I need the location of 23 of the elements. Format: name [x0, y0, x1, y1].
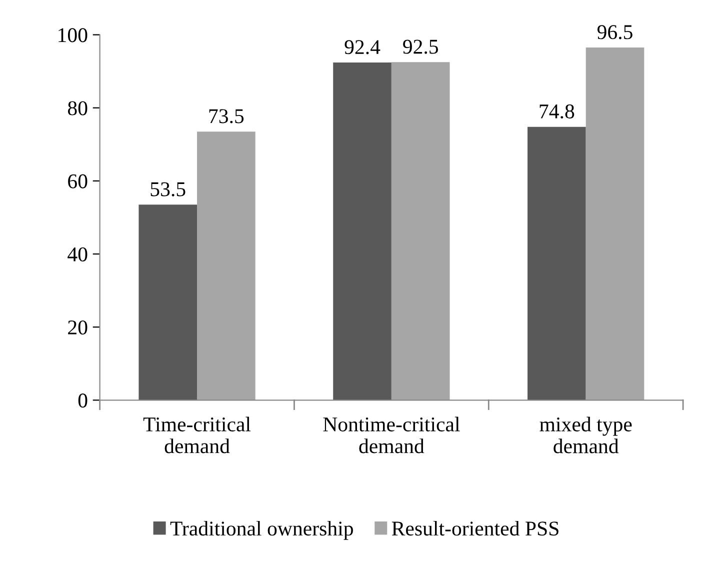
y-tick-label: 60 [68, 174, 88, 188]
bar [528, 126, 586, 400]
data-label: 53.5 [150, 182, 186, 196]
y-tick-label: 20 [68, 320, 88, 334]
data-label: 92.5 [403, 40, 438, 54]
x-tick-label: mixed type demand [540, 416, 632, 454]
bar [391, 62, 450, 400]
legend-label: Result-oriented PSS [392, 520, 558, 536]
data-label: 96.5 [597, 25, 632, 40]
y-tick-label: 0 [78, 394, 88, 408]
y-tick-label: 100 [58, 28, 88, 42]
bar [138, 204, 198, 400]
bar [333, 62, 392, 400]
bar [586, 48, 644, 400]
data-label: 73.5 [209, 109, 244, 124]
data-label: 74.8 [540, 104, 574, 119]
y-tick-label: 80 [68, 101, 88, 116]
legend-label: Traditional ownership [170, 520, 353, 540]
data-label: 92.4 [344, 40, 380, 54]
x-tick-label: Time-critical demand [143, 416, 251, 454]
y-tick-label: 40 [68, 247, 88, 262]
x-tick-label: Nontime-critical demand [323, 416, 460, 454]
bar [197, 132, 256, 400]
